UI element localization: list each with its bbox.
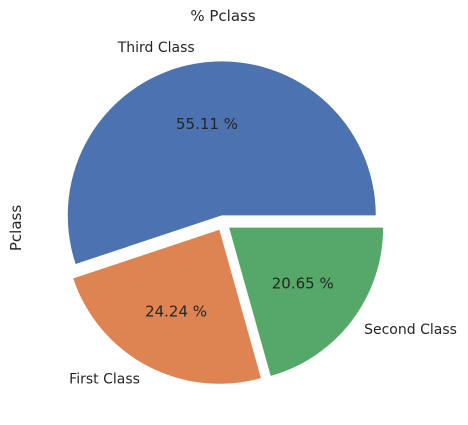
y-axis-label: Pclass	[7, 205, 25, 251]
pie-pct-label-second-class: 20.65 %	[272, 274, 334, 292]
pie-category-label-third-class: Third Class	[117, 40, 195, 56]
pie-pct-label-third-class: 55.11 %	[176, 115, 238, 133]
pie-slice-first-class	[73, 229, 261, 384]
pie-slice-third-class	[67, 61, 376, 264]
pie-pct-label-first-class: 24.24 %	[145, 302, 207, 320]
pie-slices	[67, 61, 384, 384]
pie-labels: 55.11 % Third Class 24.24 % First Class 20.6…	[69, 40, 457, 387]
pie-slice-second-class	[229, 227, 384, 376]
pie-category-label-second-class: Second Class	[364, 322, 457, 338]
pie-category-label-first-class: First Class	[69, 371, 140, 387]
chart-title: % Pclass	[190, 7, 255, 25]
